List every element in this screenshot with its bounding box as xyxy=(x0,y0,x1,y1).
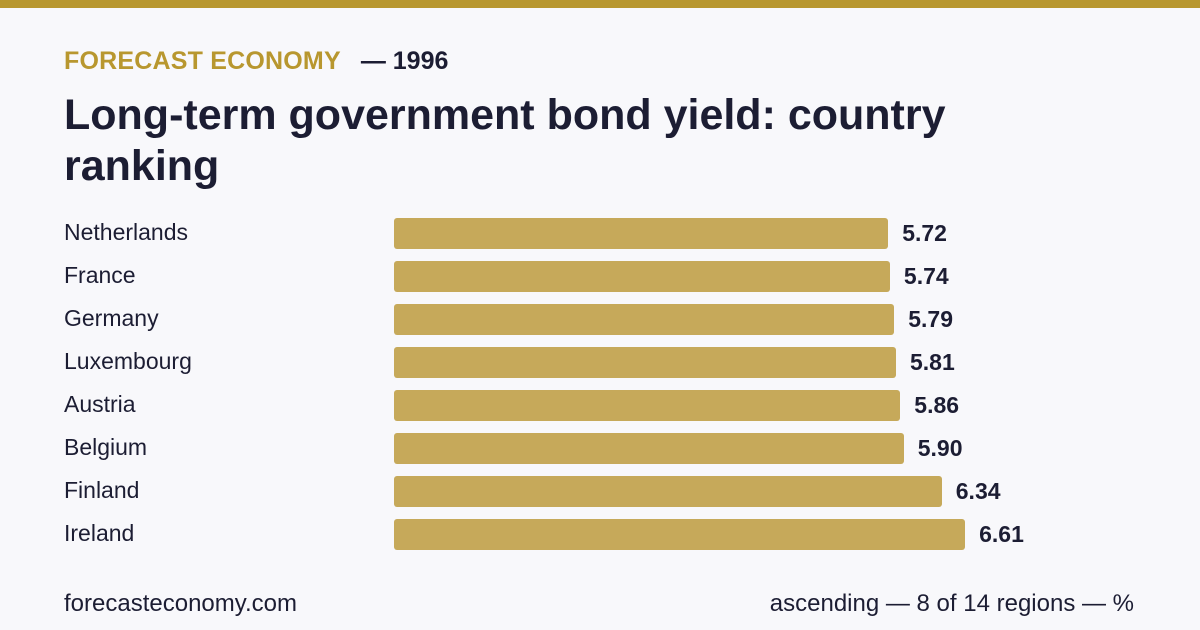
category-label: Netherlands xyxy=(64,219,189,245)
bar-row: Luxembourg 5.81 xyxy=(0,339,1200,382)
category-label: Finland xyxy=(64,477,140,503)
bar-row: Belgium 5.90 xyxy=(0,425,1200,468)
top-accent-bar xyxy=(0,0,1200,8)
bar-value-label: 5.90 xyxy=(917,435,963,461)
bar xyxy=(394,519,966,550)
bar-value-label: 6.34 xyxy=(955,478,1001,504)
category-label: France xyxy=(64,262,136,288)
category-label: Belgium xyxy=(64,434,148,460)
bar-row: Netherlands 5.72 xyxy=(0,210,1200,253)
bar xyxy=(394,433,904,464)
category-label: Luxembourg xyxy=(64,348,192,374)
bar-value-label: 5.86 xyxy=(914,392,960,418)
bar-value-label: 5.81 xyxy=(909,349,955,375)
bar-row: France 5.74 xyxy=(0,253,1200,296)
bar-chart: Netherlands 5.72 France 5.74 Germany 5.79 Luxe… xyxy=(0,210,1200,560)
bar-row: Finland 6.34 xyxy=(0,468,1200,511)
bar xyxy=(394,476,942,507)
bar-row: Germany 5.79 xyxy=(0,296,1200,339)
category-label: Ireland xyxy=(64,520,135,546)
kicker: FORECAST ECONOMY — 1996 xyxy=(64,46,448,76)
bar-row: Ireland 6.61 xyxy=(0,511,1200,554)
bar-value-label: 5.79 xyxy=(908,306,954,332)
bar-value-label: 5.74 xyxy=(903,263,949,289)
footer-site: forecasteconomy.com xyxy=(64,590,297,617)
category-label: Germany xyxy=(64,305,159,331)
bar xyxy=(394,218,889,249)
year-label: — 1996 xyxy=(360,46,449,75)
bar-row: Austria 5.86 xyxy=(0,382,1200,425)
brand-label: FORECAST ECONOMY xyxy=(64,46,341,75)
bar-value-label: 6.61 xyxy=(979,521,1024,547)
chart-title: Long-term government bond yield: country… xyxy=(64,91,946,190)
footer-note: ascending — 8 of 14 regions — % xyxy=(769,590,1134,617)
category-label: Austria xyxy=(64,391,136,417)
bar xyxy=(394,261,890,292)
bar xyxy=(394,390,901,421)
bar-value-label: 5.72 xyxy=(902,220,947,246)
bar xyxy=(394,304,895,335)
bar xyxy=(394,347,896,378)
